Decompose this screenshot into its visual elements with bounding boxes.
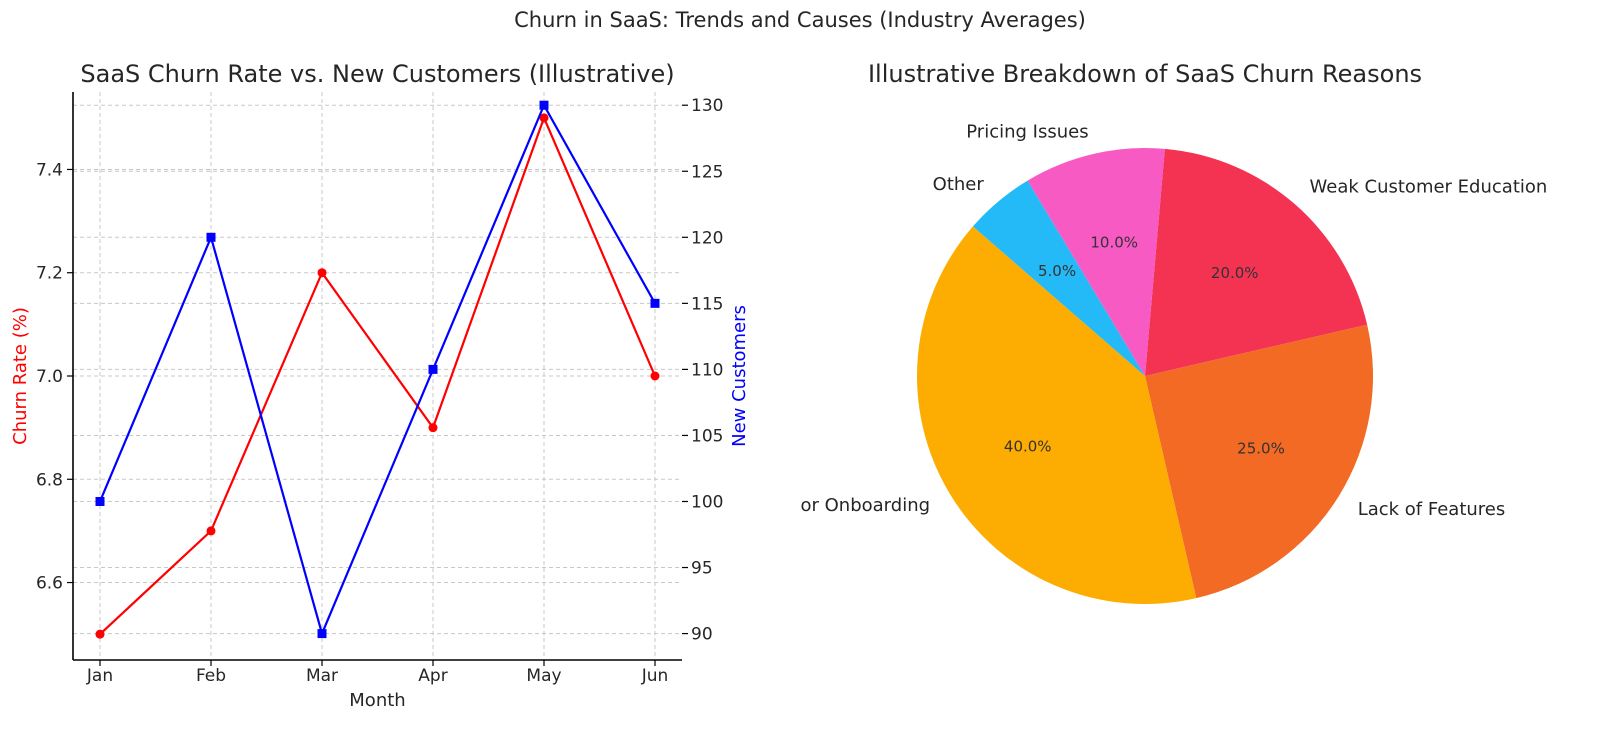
y-left-tick-label: 7.0 (36, 367, 63, 387)
pie-slice-percent: 5.0% (1038, 262, 1076, 280)
pie-slice-label: Other (933, 174, 985, 195)
pie-slice-label: Pricing Issues (966, 122, 1088, 143)
y-left-tick-label: 7.4 (36, 160, 63, 180)
x-tick-label: Mar (306, 666, 338, 686)
pie-slice-percent: 40.0% (1004, 437, 1052, 455)
data-point-right (317, 629, 327, 639)
x-axis-label: Month (349, 690, 405, 711)
data-point-left (539, 113, 549, 123)
pie-chart-title: Illustrative Breakdown of SaaS Churn Rea… (868, 60, 1422, 88)
y-left-tick-label: 6.8 (36, 470, 63, 490)
y-right-tick-label: 90 (691, 625, 713, 645)
x-tick-label: Apr (418, 666, 447, 686)
data-point-right (206, 232, 216, 242)
series-line-right (98, 102, 656, 637)
y-right-tick-label: 100 (691, 492, 723, 512)
y-right-tick-label: 110 (691, 360, 723, 380)
y-right-tick-label: 120 (691, 228, 723, 248)
y-right-tick-label: 125 (691, 162, 723, 182)
pie-slice (1145, 324, 1373, 599)
pie-slice-label: Lack of Features (1358, 499, 1506, 520)
y-right-axis-label: New Customers (729, 305, 750, 447)
data-point-right (650, 298, 660, 308)
line-chart: SaaS Churn Rate vs. New Customers (Illus… (10, 60, 750, 711)
pie-slice (972, 180, 1145, 376)
x-tick-label: May (526, 666, 561, 686)
data-point-left (317, 268, 327, 278)
x-tick-label: Feb (196, 666, 226, 686)
y-right-tick-label: 105 (691, 426, 723, 446)
gridlines (73, 92, 682, 660)
pie-slice-percent: 25.0% (1237, 439, 1285, 457)
data-point-left (206, 526, 216, 536)
data-point-left (428, 423, 438, 433)
data-point-left (95, 629, 105, 639)
pie-slice (916, 226, 1197, 604)
y-left-tick-label: 6.6 (36, 574, 63, 594)
y-right-tick-label: 115 (691, 294, 723, 314)
data-point-left (650, 371, 660, 381)
series-line-left (99, 114, 657, 635)
data-point-right (95, 496, 105, 506)
pie-slice-percent: 10.0% (1090, 234, 1138, 252)
data-point-right (539, 100, 549, 110)
data-point-right (428, 364, 438, 374)
line-chart-title: SaaS Churn Rate vs. New Customers (Illus… (80, 60, 674, 88)
y-left-tick-label: 7.2 (36, 264, 63, 284)
pie-chart: Illustrative Breakdown of SaaS Churn Rea… (800, 60, 1548, 604)
pie-slice (1145, 148, 1368, 376)
pie-slice-percent: 20.0% (1211, 264, 1259, 282)
y-left-axis-label: Churn Rate (%) (10, 307, 31, 445)
x-tick-label: Jun (641, 666, 669, 686)
x-tick-label: Jan (86, 666, 113, 686)
y-right-tick-label: 130 (691, 96, 723, 116)
pie-slice-label: Poor Onboarding (800, 495, 930, 516)
pie-slice-label: Weak Customer Education (1310, 177, 1548, 198)
figure-suptitle: Churn in SaaS: Trends and Causes (Indust… (514, 8, 1086, 32)
pie-slice (1027, 148, 1165, 376)
y-right-tick-label: 95 (691, 559, 713, 579)
